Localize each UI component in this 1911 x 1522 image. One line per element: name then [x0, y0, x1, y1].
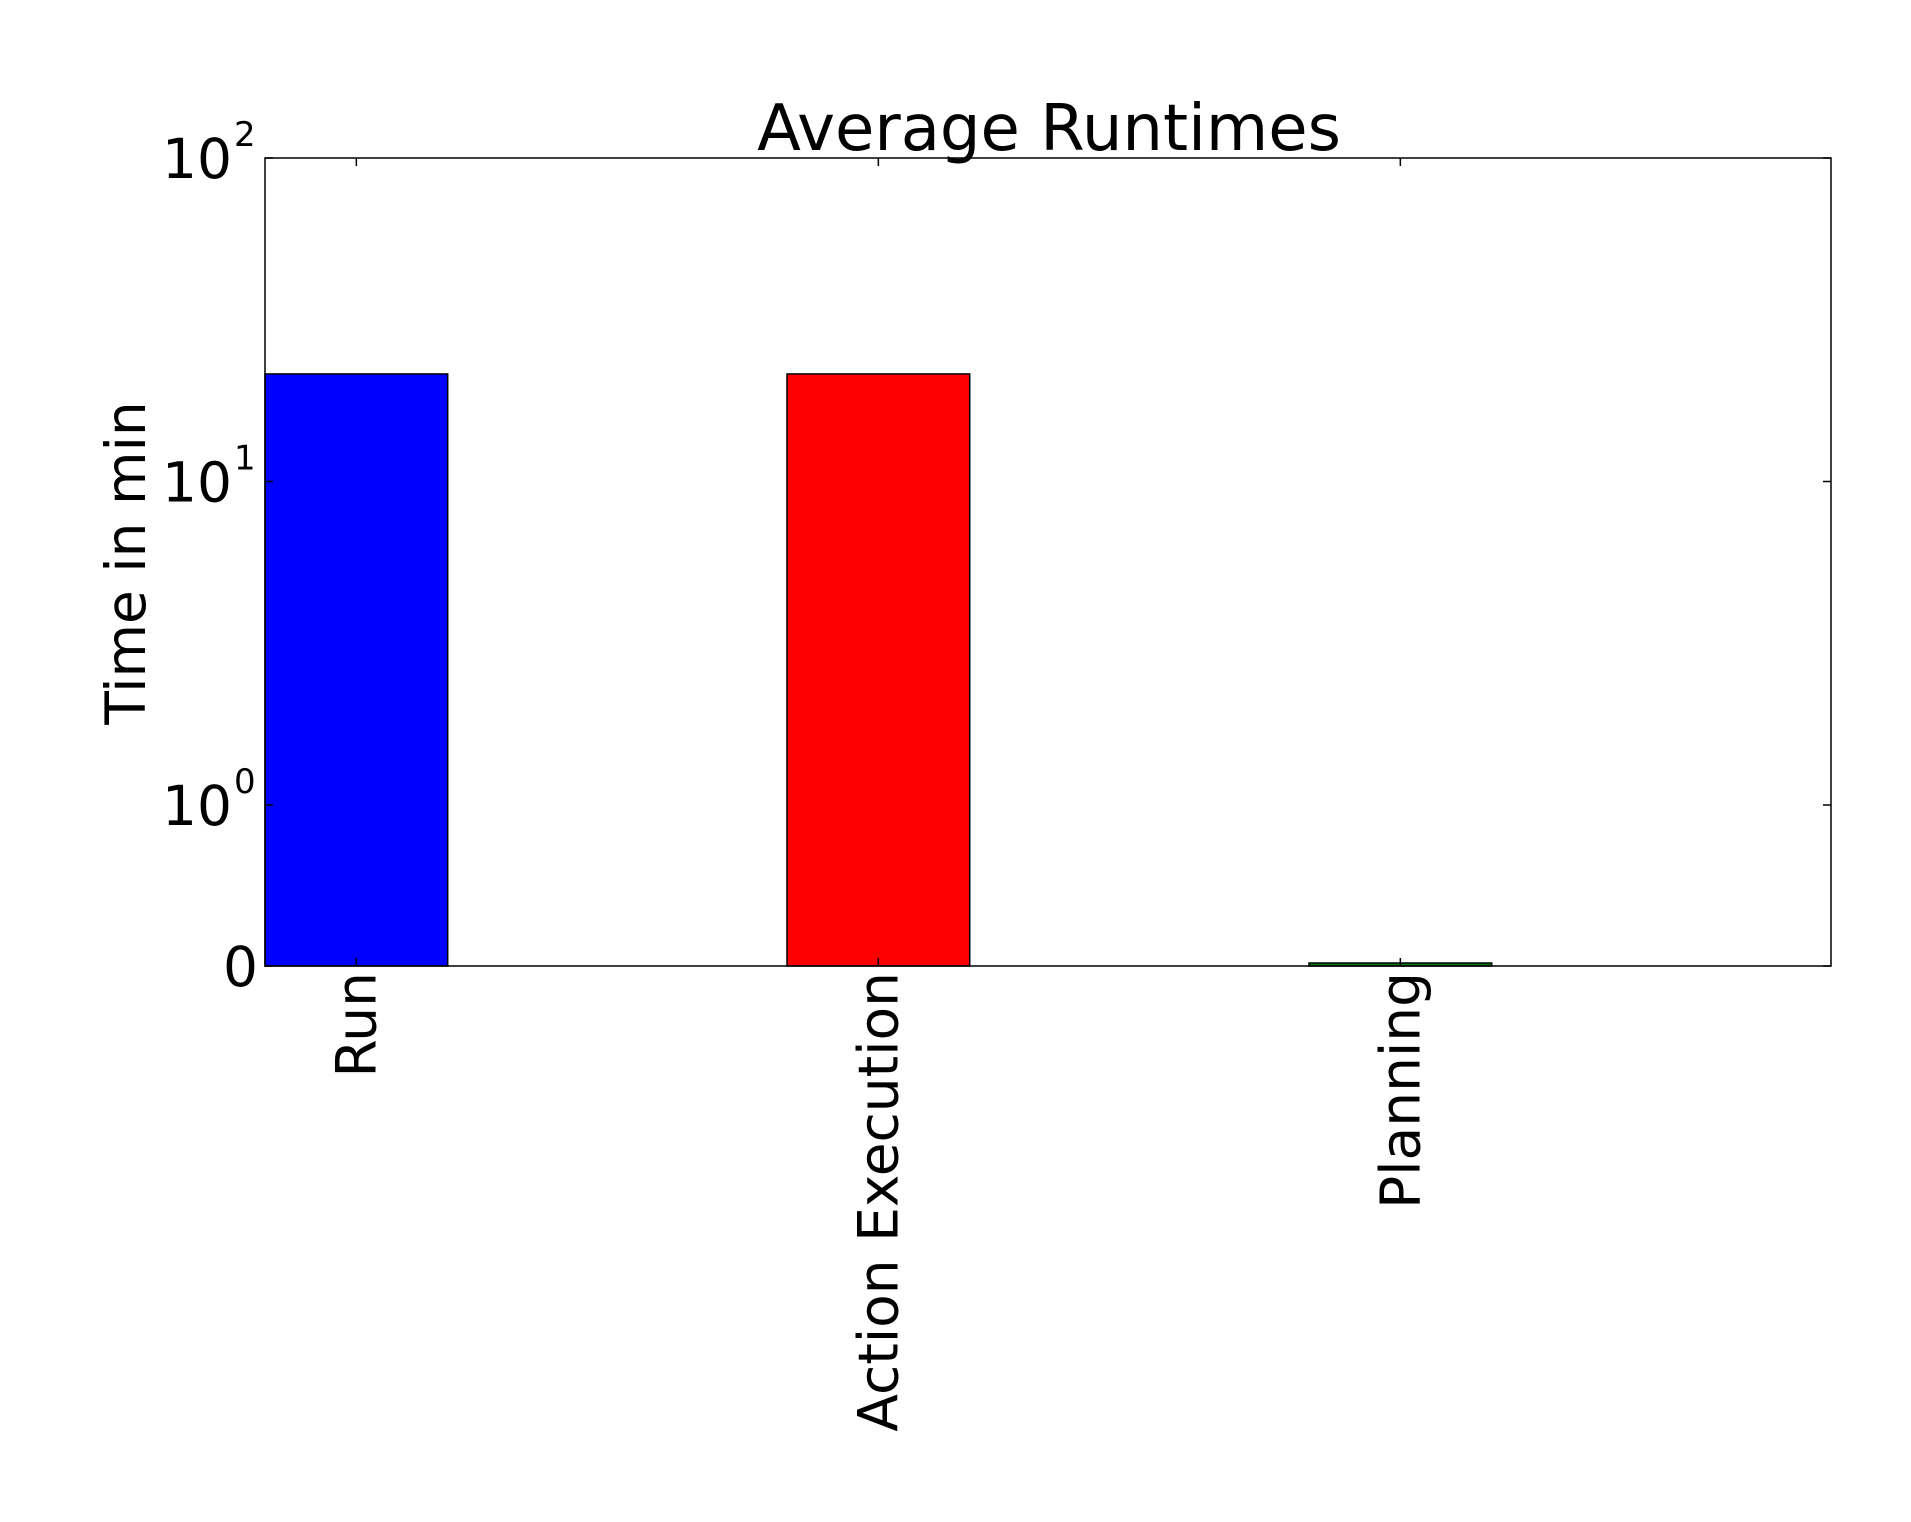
x-tick-label: Action Execution: [846, 972, 910, 1432]
bar-action-execution: [786, 373, 971, 967]
bars-group: [264, 373, 1493, 967]
y-tick-exponent: 0: [234, 762, 256, 802]
bar-run: [264, 373, 449, 967]
chart-title: Average Runtimes: [757, 92, 1341, 166]
plot-frame: [264, 157, 1832, 967]
y-tick-exponent: 1: [234, 439, 256, 479]
x-tick-label: Run: [324, 972, 388, 1077]
y-tick-label: 10: [162, 127, 232, 191]
y-tick-label: 10: [162, 451, 232, 515]
x-tick-label: Planning: [1368, 972, 1432, 1209]
y-tick-label: 0: [223, 935, 258, 999]
x-ticks-group: Run Action Execution Planning: [324, 158, 1432, 1432]
y-tick-label: 10: [162, 774, 232, 838]
y-tick-exponent: 2: [234, 115, 256, 155]
y-axis-label: Time in min: [94, 401, 158, 725]
